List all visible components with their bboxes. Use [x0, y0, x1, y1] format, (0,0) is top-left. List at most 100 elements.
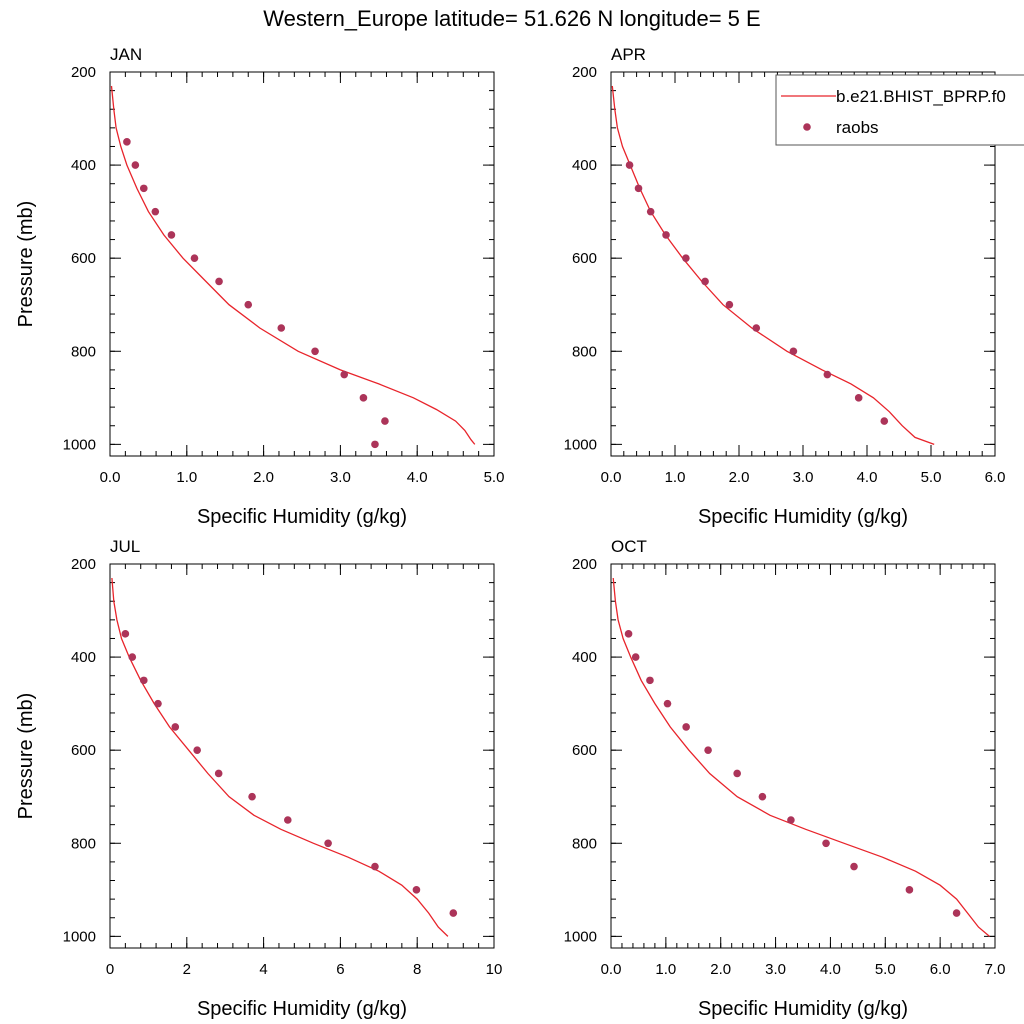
x-tick-label: 0 [106, 961, 114, 978]
legend-marker-swatch [803, 123, 811, 131]
raobs-point [244, 300, 253, 309]
x-tick-label: 1.0 [176, 469, 197, 486]
panels: 0.0 1.0 2.0 3.0 4.0 5.0 200 400 600 800 1000 JAN Spe… [15, 45, 1005, 1020]
raobs-point [167, 231, 176, 239]
raobs-point [631, 653, 640, 661]
raobs-point [725, 300, 734, 309]
chart-panel-jul: 0 2 4 6 8 10 200 400 600 800 1000 JUL Specific Humid… [15, 537, 502, 1020]
x-tick-label: 4 [259, 961, 267, 978]
raobs-point [277, 324, 286, 332]
y-tick-label: 1000 [564, 928, 597, 945]
chart-panel-jan: 0.0 1.0 2.0 3.0 4.0 5.0 200 400 600 800 1000 JAN Spe… [15, 45, 504, 528]
x-tick-label: 2.0 [710, 961, 731, 978]
chart-panel-oct: 0.0 1.0 2.0 3.0 4.0 5.0 6.0 7.0 200 400 600 800 1000… [564, 537, 1006, 1020]
raobs-point [193, 746, 201, 754]
raobs-point [880, 417, 889, 425]
y-tick-label: 400 [71, 157, 96, 174]
y-tick-label: 800 [71, 835, 96, 852]
raobs-point [663, 699, 672, 708]
y-tick-label: 800 [71, 343, 96, 360]
raobs-point [121, 630, 130, 638]
x-tick-label: 4.0 [407, 469, 428, 486]
x-tick-label: 4.0 [820, 961, 841, 978]
raobs-point [625, 161, 634, 169]
raobs-point [215, 277, 223, 286]
y-axis-label: Pressure (mb) [15, 201, 37, 328]
raobs-point [682, 723, 690, 731]
model-profile-line [611, 85, 935, 446]
legend-obs-label: raobs [836, 118, 879, 137]
y-tick-label: 400 [71, 649, 96, 666]
raobs-point [171, 723, 180, 731]
y-tick-label: 600 [71, 250, 96, 267]
x-tick-label: 1.0 [665, 469, 686, 486]
raobs-point [905, 886, 914, 894]
y-tick-label: 600 [572, 250, 597, 267]
plot-frame [610, 563, 996, 949]
raobs-point [128, 653, 137, 661]
y-tick-label: 600 [572, 742, 597, 759]
raobs-point [340, 370, 349, 379]
raobs-point [646, 676, 654, 685]
x-tick-label: 8 [413, 961, 421, 978]
raobs-point [139, 676, 148, 685]
raobs-point [131, 161, 140, 169]
panel-title: OCT [611, 537, 647, 556]
x-tick-label: 7.0 [985, 961, 1006, 978]
plot-frame [109, 563, 495, 949]
y-tick-label: 200 [572, 64, 597, 81]
raobs-point [371, 862, 379, 871]
x-tick-label: 4.0 [857, 469, 878, 486]
x-tick-label: 3.0 [793, 469, 814, 486]
raobs-point [952, 909, 961, 917]
raobs-point [381, 417, 389, 425]
raobs-point [624, 630, 633, 638]
raobs-point [701, 277, 709, 286]
y-tick-label: 200 [572, 556, 597, 573]
x-tick-label: 5.0 [921, 469, 942, 486]
raobs-point [412, 886, 421, 894]
raobs-point [634, 184, 643, 193]
panel-title: APR [611, 45, 646, 64]
raobs-point [248, 792, 256, 801]
x-tick-label: 3.0 [765, 961, 786, 978]
model-profile-line [110, 85, 476, 445]
x-axis-label: Specific Humidity (g/kg) [197, 998, 407, 1020]
raobs-point [758, 792, 767, 801]
x-tick-label: 2.0 [253, 469, 274, 486]
raobs-point [154, 699, 162, 708]
y-tick-label: 600 [71, 742, 96, 759]
x-tick-label: 5.0 [875, 961, 896, 978]
raobs-point [787, 816, 795, 824]
raobs-point [822, 839, 830, 848]
raobs-point [139, 184, 148, 193]
x-tick-label: 2 [183, 961, 191, 978]
x-tick-label: 6.0 [930, 961, 951, 978]
raobs-point [371, 440, 379, 449]
x-axis-label: Specific Humidity (g/kg) [197, 506, 407, 528]
raobs-point [449, 909, 458, 917]
x-tick-label: 10 [486, 961, 503, 978]
y-tick-label: 1000 [63, 436, 96, 453]
legend-model-label: b.e21.BHIST_BPRP.f0 [836, 87, 1006, 106]
raobs-point [190, 254, 199, 262]
y-tick-label: 200 [71, 556, 96, 573]
y-tick-label: 800 [572, 835, 597, 852]
y-tick-label: 1000 [63, 928, 96, 945]
legend-box [775, 74, 1024, 146]
raobs-point [789, 347, 798, 356]
x-tick-label: 1.0 [655, 961, 676, 978]
y-axis-label: Pressure (mb) [15, 693, 37, 820]
raobs-point [682, 254, 690, 262]
x-tick-label: 6 [336, 961, 344, 978]
figure-title: Western_Europe latitude= 51.626 N longit… [263, 6, 760, 31]
x-tick-label: 0.0 [601, 961, 622, 978]
panel-title: JUL [110, 537, 140, 556]
raobs-point [151, 207, 160, 216]
y-tick-label: 400 [572, 157, 597, 174]
raobs-point [359, 394, 368, 402]
y-tick-label: 800 [572, 343, 597, 360]
x-tick-label: 2.0 [729, 469, 750, 486]
